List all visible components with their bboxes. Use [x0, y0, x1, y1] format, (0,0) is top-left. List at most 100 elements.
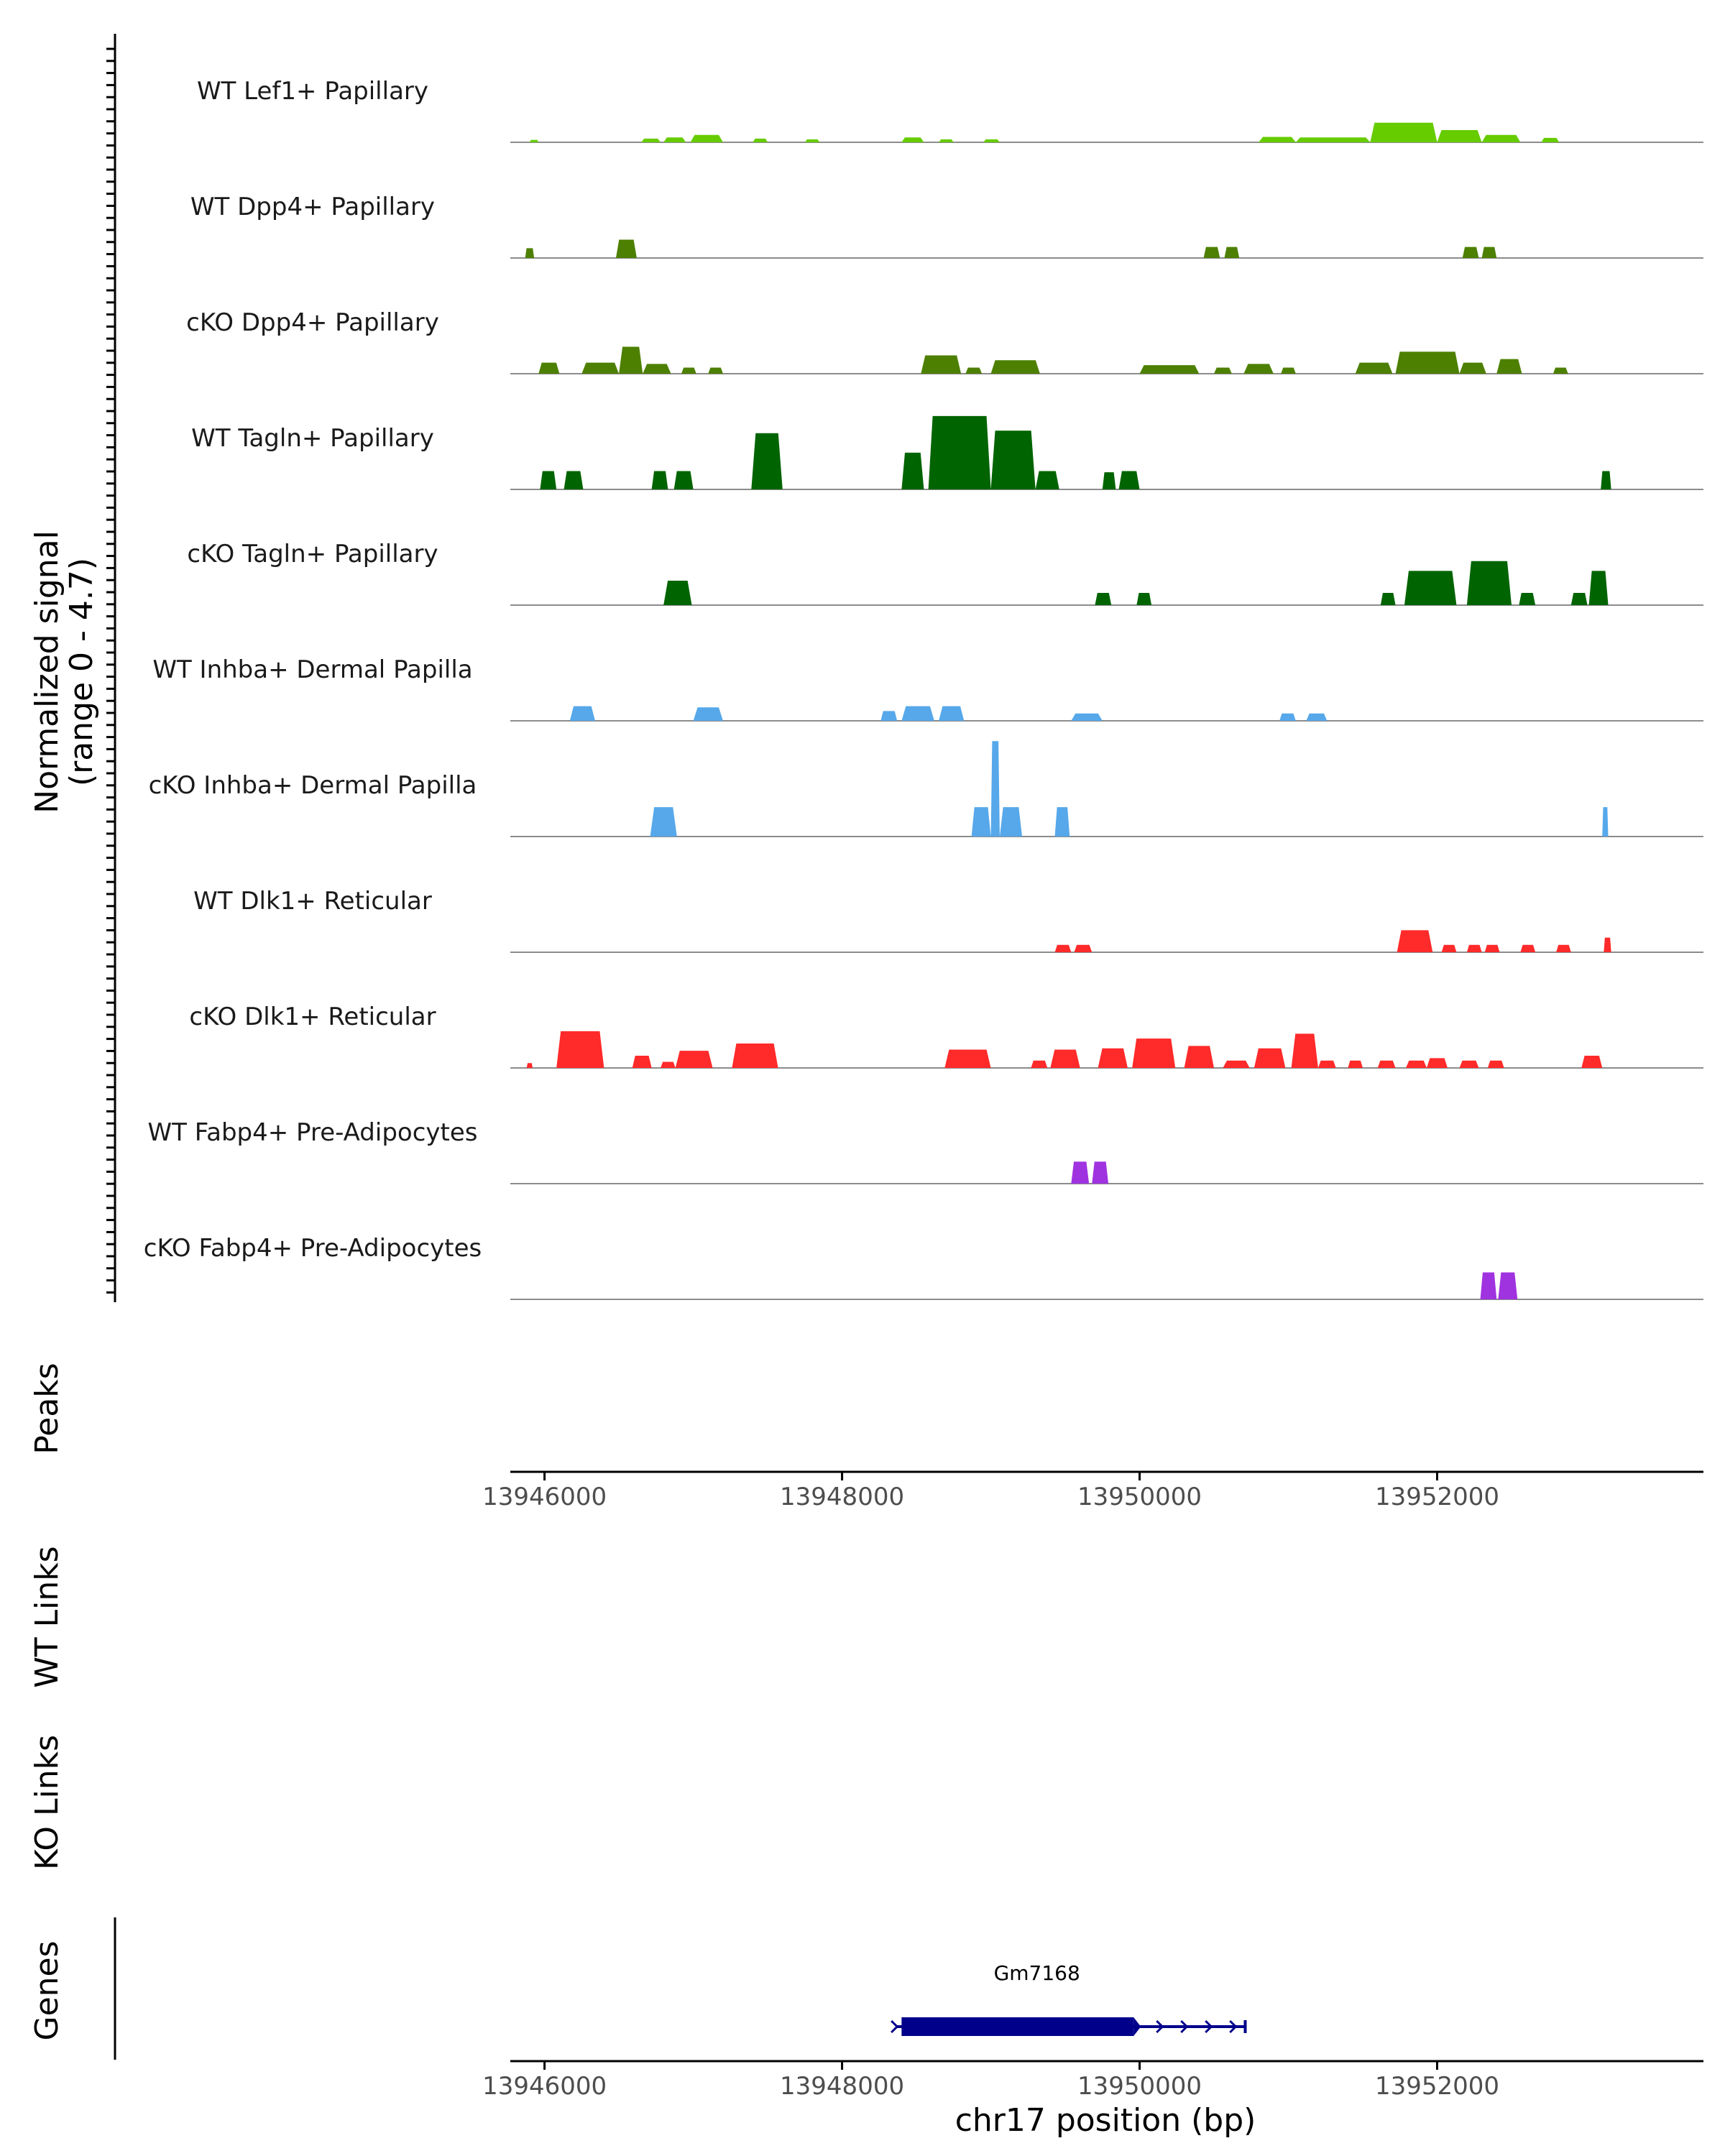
coverage-peak: [1102, 472, 1116, 489]
coverage-peak: [1355, 362, 1393, 374]
coverage-peak: [1050, 1049, 1080, 1068]
coverage-peak: [1074, 944, 1092, 952]
gene-model: Gm7168: [891, 1961, 1247, 2036]
coverage-peak: [1203, 247, 1220, 258]
coverage-peak: [1118, 471, 1140, 489]
coverage-peak: [939, 139, 954, 142]
coverage-peak: [641, 138, 661, 142]
coverage-peak: [1071, 1161, 1090, 1184]
genes-panel-label: Genes: [29, 1940, 65, 2040]
x-tick-label: 13948000: [780, 2072, 904, 2101]
coverage-peak: [921, 355, 962, 374]
genes-x-axis: 13946000 13948000 13950000 13952000: [482, 2061, 1499, 2101]
coverage-peak: [1520, 944, 1536, 952]
coverage-track: WT Dpp4+ Papillary: [190, 193, 1703, 259]
coverage-peak: [1291, 1033, 1318, 1068]
track-label: WT Dlk1+ Reticular: [193, 887, 432, 916]
coverage-peak: [569, 706, 595, 721]
coverage-peak: [615, 239, 637, 258]
coverage-peak: [675, 1051, 713, 1068]
coverage-peak: [1552, 367, 1568, 374]
coverage-peak: [1601, 471, 1611, 489]
coverage-peak: [983, 139, 1000, 142]
coverage-peak: [693, 707, 723, 721]
x-tick-label: 13946000: [482, 2072, 607, 2101]
coverage-peak: [804, 139, 820, 142]
coverage-peak: [708, 367, 723, 374]
coverage-peak: [1441, 944, 1457, 952]
coverage-peak: [1466, 561, 1512, 605]
coverage-peak: [1295, 137, 1371, 142]
coverage-peak: [1437, 129, 1482, 142]
coverage-peak: [643, 364, 671, 374]
coverage-peak: [965, 367, 983, 374]
x-tick-label: 13946000: [482, 1483, 607, 1511]
coverage-peak: [690, 134, 723, 142]
track-label: WT Lef1+ Papillary: [197, 77, 428, 106]
coverage-peak: [732, 1043, 778, 1068]
coverage-peak: [939, 706, 965, 721]
track-label: WT Inhba+ Dermal Papilla: [152, 655, 472, 684]
coverage-peak: [564, 471, 584, 489]
coverage-peak: [1092, 1161, 1109, 1184]
coverage-track: cKO Fabp4+ Pre-Adipocytes: [144, 1234, 1703, 1300]
coverage-peak: [663, 580, 692, 605]
coverage-peak: [1317, 1060, 1336, 1068]
track-label: cKO Tagln+ Papillary: [187, 540, 438, 568]
coverage-peak: [990, 430, 1036, 489]
coverage-peak: [1570, 592, 1588, 605]
coverage-track: cKO Dlk1+ Reticular: [189, 1003, 1703, 1069]
coverage-peak: [651, 471, 668, 489]
track-label: cKO Fabp4+ Pre-Adipocytes: [144, 1234, 482, 1263]
coverage-peak: [1054, 944, 1072, 952]
x-tick-label: 13952000: [1375, 1483, 1499, 1511]
coverage-peak: [1496, 359, 1522, 374]
coverage-peak: [901, 706, 934, 721]
coverage-peak: [1406, 1060, 1427, 1068]
coverage-peak: [1588, 571, 1609, 605]
coverage-track: WT Fabp4+ Pre-Adipocytes: [148, 1118, 1703, 1184]
coverage-peak: [1541, 137, 1560, 142]
track-label: WT Fabp4+ Pre-Adipocytes: [148, 1118, 478, 1147]
coverage-track: WT Lef1+ Papillary: [197, 77, 1703, 143]
coverage-peak: [1377, 1060, 1396, 1068]
track-label: cKO Dlk1+ Reticular: [189, 1003, 436, 1031]
y-axis-range: (range 0 - 4.7): [63, 558, 100, 786]
coverage-track: cKO Dpp4+ Papillary: [186, 308, 1703, 374]
coverage-peak: [632, 1055, 652, 1068]
coverage-peak: [1281, 367, 1296, 374]
coverage-peak: [1380, 592, 1396, 605]
coverage-peak: [1462, 247, 1479, 258]
coverage-peak: [1459, 362, 1486, 374]
coverage-track: cKO Inhba+ Dermal Papilla: [149, 741, 1703, 837]
strand-arrow: [1156, 2019, 1164, 2034]
coverage-peak: [1184, 1046, 1215, 1068]
coverage-peak: [1484, 944, 1500, 952]
coverage-peak: [1459, 1060, 1479, 1068]
coverage-peak: [1224, 247, 1240, 258]
coverage-peak: [673, 471, 694, 489]
coverage-track: cKO Tagln+ Papillary: [187, 540, 1703, 606]
coverage-peak: [880, 711, 898, 721]
coverage-peak: [1556, 944, 1571, 952]
coverage-peak: [1404, 571, 1457, 605]
coverage-peak: [1279, 713, 1296, 721]
coverage-peak: [1136, 592, 1152, 605]
coverage-peak: [525, 248, 535, 258]
coverage-peak: [581, 362, 620, 374]
coverage-peak: [619, 346, 643, 374]
coverage-peak: [1031, 1060, 1048, 1068]
coverage-peak: [538, 362, 560, 374]
coverage-peak: [1243, 364, 1274, 374]
coverage-peak: [753, 138, 768, 142]
strand-arrow: [1205, 2019, 1213, 2034]
coverage-track: WT Inhba+ Dermal Papilla: [152, 655, 1703, 722]
track-label: WT Tagln+ Papillary: [191, 424, 434, 453]
coverage-peak: [540, 471, 557, 489]
strand-arrow: [891, 2019, 899, 2034]
coverage-peak: [1480, 1272, 1497, 1299]
coverage-peak: [1581, 1055, 1603, 1068]
coverage-peak: [1481, 134, 1521, 142]
coverage-peak: [650, 807, 677, 837]
x-axis-title: chr17 position (bp): [955, 2102, 1256, 2139]
